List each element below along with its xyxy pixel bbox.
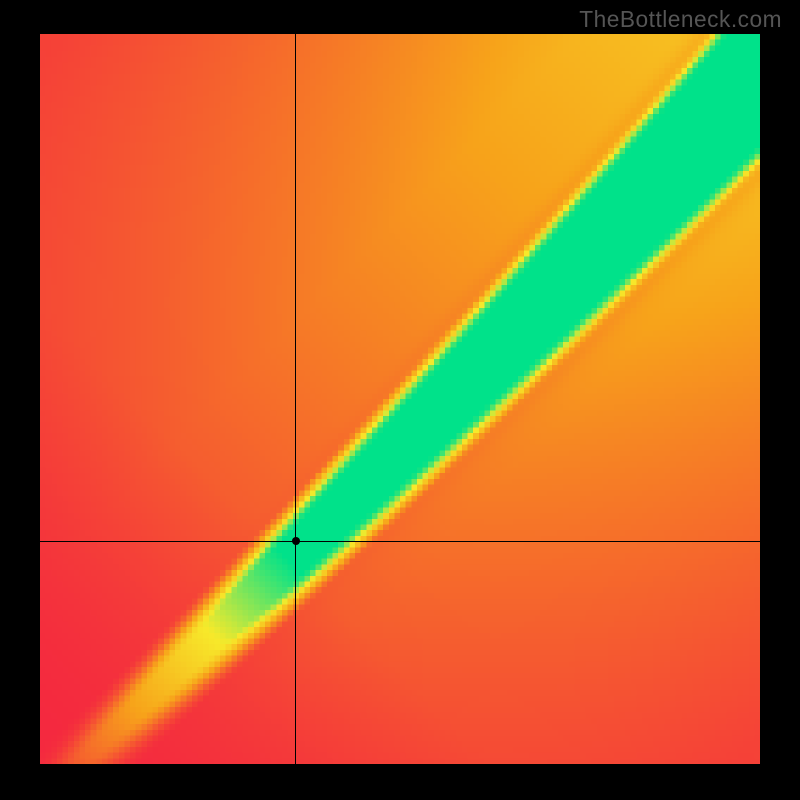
crosshair-vertical xyxy=(295,34,296,764)
chart-frame: TheBottleneck.com xyxy=(0,0,800,800)
watermark-text: TheBottleneck.com xyxy=(579,6,782,33)
heatmap-container xyxy=(40,34,760,764)
heatmap-canvas xyxy=(40,34,760,764)
crosshair-horizontal xyxy=(40,541,760,542)
crosshair-marker xyxy=(292,537,300,545)
